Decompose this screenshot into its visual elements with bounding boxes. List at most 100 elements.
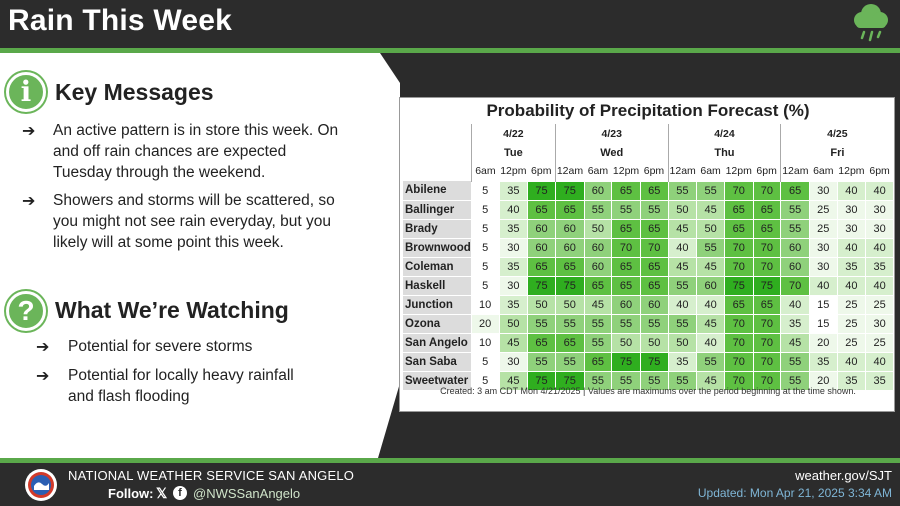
pop-value-cell: 55 [583, 199, 613, 220]
day-date-header: 4/22 [470, 124, 556, 143]
pop-value-cell: 55 [583, 313, 613, 334]
pop-value-cell: 5 [470, 275, 500, 296]
pop-value-cell: 40 [498, 199, 529, 220]
hour-header: 12pm [500, 165, 527, 178]
pop-value-cell: 65 [752, 218, 782, 239]
pop-value-cell: 70 [723, 351, 754, 372]
pop-value-cell: 20 [470, 313, 500, 334]
pop-value-cell: 40 [780, 294, 810, 315]
facebook-icon[interactable]: f [173, 486, 187, 500]
pop-value-cell: 45 [696, 313, 725, 334]
pop-value-cell: 55 [527, 313, 556, 334]
pop-value-cell: 35 [780, 313, 810, 334]
watching-item-2-line: Potential for locally heavy rainfall [68, 367, 294, 384]
pop-value-cell: 55 [639, 199, 669, 220]
pop-value-cell: 30 [808, 237, 838, 258]
arrow-icon: ➔ [22, 123, 36, 140]
watching-item-2-line: and flash flooding [68, 388, 190, 405]
pop-value-cell: 70 [780, 275, 810, 296]
pop-value-cell: 55 [527, 351, 556, 372]
pop-value-cell: 70 [752, 370, 782, 391]
pop-value-cell: 70 [752, 313, 782, 334]
pop-value-cell: 60 [611, 294, 641, 315]
pop-value-cell: 5 [470, 180, 500, 201]
pop-value-cell: 35 [865, 370, 894, 391]
pop-value-cell: 25 [836, 294, 867, 315]
pop-value-cell: 35 [667, 351, 698, 372]
pop-value-cell: 70 [723, 180, 754, 201]
city-name: Haskell [403, 276, 472, 296]
pop-value-cell: 35 [498, 294, 529, 315]
pop-value-cell: 60 [696, 275, 725, 296]
key-message-2-line: Showers and storms will be scattered, so [53, 192, 335, 209]
pop-value-cell: 50 [696, 218, 725, 239]
pop-value-cell: 75 [554, 275, 585, 296]
day-date-header: 4/25 [780, 124, 894, 143]
pop-value-cell: 25 [836, 332, 867, 353]
pop-value-cell: 65 [752, 199, 782, 220]
website-link[interactable]: weather.gov/SJT [795, 468, 892, 483]
pop-value-cell: 5 [470, 370, 500, 391]
pop-value-cell: 30 [808, 180, 838, 201]
org-name: NATIONAL WEATHER SERVICE SAN ANGELO [68, 468, 355, 483]
pop-value-cell: 60 [583, 237, 613, 258]
city-name: San Saba [403, 352, 472, 372]
pop-value-cell: 15 [808, 294, 838, 315]
day-name-header: Thu [667, 143, 781, 162]
pop-value-cell: 55 [696, 351, 725, 372]
pop-value-cell: 45 [696, 256, 725, 277]
pop-value-cell: 55 [611, 199, 641, 220]
day-date-header: 4/24 [667, 124, 781, 143]
pop-value-cell: 45 [696, 199, 725, 220]
pop-value-cell: 25 [808, 218, 838, 239]
pop-value-cell: 70 [752, 237, 782, 258]
city-name: Brady [403, 219, 472, 239]
pop-value-cell: 60 [554, 218, 585, 239]
pop-value-cell: 65 [527, 256, 556, 277]
pop-value-cell: 30 [865, 218, 894, 239]
x-icon[interactable]: 𝕏 [156, 485, 168, 501]
table-row: Haskell 5 30 75 75 65 65 65 55 60 75 75 70 40 40 40 [403, 275, 894, 296]
pop-value-cell: 70 [752, 351, 782, 372]
key-message-1-line: Tuesday through the weekend. [53, 164, 266, 181]
key-message-1-line: and off rain chances are expected [53, 143, 287, 160]
pop-value-cell: 45 [667, 218, 698, 239]
corner-cell [403, 162, 471, 181]
hour-header: 12am [667, 162, 697, 181]
hour-header: 12pm [725, 165, 752, 178]
watching-heading: What We’re Watching [55, 297, 289, 323]
city-name: Sweetwater [403, 371, 472, 391]
pop-value-cell: 75 [611, 351, 641, 372]
watching-item-2: Potential for locally heavy rainfall and… [68, 365, 294, 407]
pop-value-cell: 60 [780, 237, 810, 258]
pop-value-cell: 5 [470, 351, 500, 372]
pop-value-cell: 5 [470, 218, 500, 239]
pop-value-cell: 70 [752, 332, 782, 353]
pop-value-cell: 70 [723, 256, 754, 277]
pop-value-cell: 65 [611, 218, 641, 239]
pop-value-cell: 50 [639, 332, 669, 353]
pop-value-cell: 65 [780, 180, 810, 201]
pop-value-cell: 35 [808, 351, 838, 372]
corner-cell [403, 143, 471, 162]
pop-value-cell: 70 [723, 237, 754, 258]
pop-value-cell: 40 [836, 351, 867, 372]
pop-value-cell: 40 [808, 275, 838, 296]
social-handle[interactable]: @NWSSanAngelo [193, 486, 301, 501]
pop-value-cell: 55 [780, 218, 810, 239]
pop-value-cell: 65 [639, 256, 669, 277]
pop-value-cell: 30 [498, 275, 529, 296]
pop-value-cell: 45 [498, 370, 529, 391]
pop-value-cell: 10 [470, 294, 500, 315]
pop-value-cell: 45 [696, 370, 725, 391]
pop-value-cell: 75 [527, 370, 556, 391]
hour-header: 12am [780, 162, 810, 181]
pop-value-cell: 40 [836, 180, 867, 201]
table-row: Brady 5 35 60 60 50 65 65 45 50 65 65 55 25 30 30 [403, 218, 894, 239]
city-name: San Angelo [403, 333, 472, 353]
pop-value-cell: 50 [498, 313, 529, 334]
pop-value-cell: 75 [723, 275, 754, 296]
pop-value-cell: 70 [723, 313, 754, 334]
table-row: Brownwood 5 30 60 60 60 70 70 40 55 70 70 60 30 40 40 [403, 237, 894, 258]
pop-value-cell: 75 [554, 370, 585, 391]
